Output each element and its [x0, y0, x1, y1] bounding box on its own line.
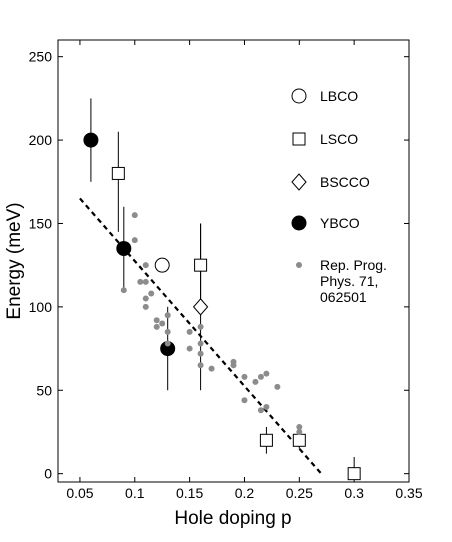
bscco-data-point [192, 298, 209, 316]
axis-ticks: 0.05 0.1 0.15 0.2 0.25 0.3 0.35 0 50 100 150 200 250 [29, 40, 423, 501]
reference-data-point [148, 290, 155, 297]
reference-data-point [257, 407, 264, 414]
reference-data-point [186, 345, 193, 352]
reference-data-point [131, 237, 138, 244]
reference-data-point [164, 328, 171, 335]
x-tick-label: 0.3 [344, 485, 364, 501]
y-tick-label: 50 [36, 382, 52, 398]
legend-marker [296, 262, 302, 268]
x-tick-label: 0.1 [125, 485, 145, 501]
reference-data-point [142, 278, 149, 285]
reference-data-point [120, 287, 127, 294]
reference-data-point [153, 317, 160, 324]
error-bars [90, 98, 355, 474]
x-tick-label: 0.05 [66, 485, 93, 501]
reference-data-point [131, 212, 138, 219]
legend-marker [292, 132, 306, 146]
reference-data-point [241, 373, 248, 380]
y-tick-label: 200 [29, 132, 53, 148]
reference-data-point [164, 312, 171, 319]
reference-data-point [142, 295, 149, 302]
reference-data-point [263, 403, 270, 410]
x-tick-label: 0.15 [176, 485, 203, 501]
reference-data-point [296, 428, 303, 435]
lsco-data-point [292, 433, 306, 447]
y-tick-label: 100 [29, 299, 53, 315]
reference-data-point [241, 397, 248, 404]
legend-marker [291, 88, 307, 104]
lsco-data-point [259, 433, 273, 447]
reference-data-point [274, 383, 281, 390]
reference-data-point [230, 362, 237, 369]
lbco-data-point [154, 257, 170, 273]
legend-label: Phys. 71, [320, 273, 378, 289]
reference-data-point [197, 340, 204, 347]
legend-marker [291, 173, 307, 191]
legend-label: Rep. Prog. [320, 257, 387, 273]
x-tick-label: 0.35 [395, 485, 422, 501]
y-tick-label: 250 [29, 49, 53, 65]
reference-data-point [142, 262, 149, 269]
reference-data-point [137, 278, 144, 285]
legend-label: LBCO [320, 88, 358, 104]
reference-data-point [257, 373, 264, 380]
legend-label: BSCCO [320, 174, 370, 190]
reference-data-point [197, 362, 204, 369]
plot-frame [57, 39, 410, 483]
data-points [83, 132, 361, 481]
legend: LBCO LSCO BSCCO YBCO Rep. Prog.Phys. 71,0625… [291, 88, 387, 305]
reference-data-point [142, 303, 149, 310]
lsco-data-point [194, 258, 208, 272]
reference-data-point [159, 320, 166, 327]
legend-label: 062501 [320, 289, 367, 305]
reference-data-point [263, 370, 270, 377]
x-axis-title: Hole doping p [174, 508, 291, 529]
reference-data-point [296, 423, 303, 430]
ybco-data-point [116, 240, 132, 256]
legend-label: YBCO [320, 215, 360, 231]
x-tick-label: 0.25 [286, 485, 313, 501]
legend-label: LSCO [320, 131, 358, 147]
ybco-data-point [83, 132, 99, 148]
reference-data-point [186, 328, 193, 335]
lsco-data-point [111, 166, 125, 180]
reference-data-point [197, 350, 204, 357]
reference-data-point [252, 378, 259, 385]
reference-data-point [164, 340, 171, 347]
y-tick-label: 0 [44, 466, 52, 482]
x-tick-label: 0.2 [235, 485, 255, 501]
reference-data-point [208, 365, 215, 372]
legend-marker [291, 215, 307, 231]
reference-data-point [197, 323, 204, 330]
y-tick-label: 150 [29, 215, 53, 231]
lsco-data-point [347, 467, 361, 481]
reference-data-point [153, 323, 160, 330]
y-axis-title: Energy (meV) [4, 202, 25, 319]
